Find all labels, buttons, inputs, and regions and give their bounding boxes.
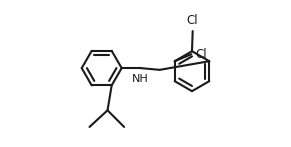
Text: Cl: Cl <box>196 48 207 61</box>
Text: NH: NH <box>132 74 149 84</box>
Text: Cl: Cl <box>187 14 198 27</box>
